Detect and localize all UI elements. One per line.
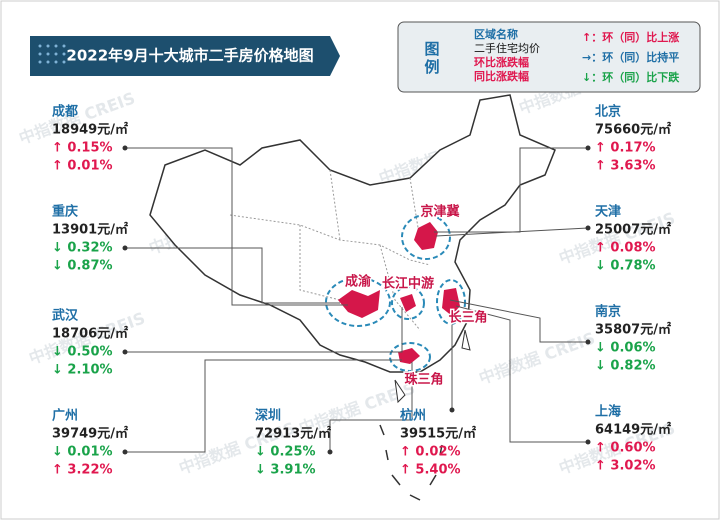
leader-dot bbox=[449, 407, 455, 413]
region-label: 长江中游 bbox=[382, 276, 434, 292]
city-yoy: ↑ 5.40% bbox=[400, 463, 461, 478]
city-yoy: ↓ 2.10% bbox=[52, 363, 113, 378]
city-block: 重庆 13901元/㎡ ↓ 0.32% ↓ 0.87% bbox=[52, 204, 128, 274]
city-clusters bbox=[338, 222, 460, 364]
city-yoy: ↑ 3.22% bbox=[52, 463, 113, 478]
city-name: 北京 bbox=[595, 104, 621, 120]
leader-dot bbox=[122, 449, 128, 455]
city-price: 25007元/㎡ bbox=[595, 222, 671, 238]
city-block: 深圳 72913元/㎡ ↓ 0.25% ↓ 3.91% bbox=[255, 408, 333, 478]
legend-title-char: 例 bbox=[424, 58, 439, 76]
legend-title-char: 图 bbox=[424, 40, 439, 58]
city-name: 南京 bbox=[595, 304, 621, 320]
region-label: 成渝 bbox=[345, 274, 372, 290]
south-sea-dashes bbox=[379, 424, 443, 501]
title: 2022年9月十大城市二手房价格地图 bbox=[66, 47, 313, 65]
city-block: 北京 75660元/㎡ ↑ 0.17% ↑ 3.63% bbox=[585, 104, 671, 174]
city-mom: ↑ 0.60% bbox=[595, 441, 656, 456]
region-label: 京津冀 bbox=[420, 204, 459, 220]
city-block: 杭州 39515元/㎡ ↑ 0.02% ↑ 5.40% bbox=[400, 407, 476, 478]
leader-dot bbox=[585, 439, 591, 445]
legend-arrow: →：环（同）比持平 bbox=[582, 50, 679, 64]
city-block: 成都 18949元/㎡ ↑ 0.15% ↑ 0.01% bbox=[52, 104, 128, 174]
city-block: 广州 39749元/㎡ ↓ 0.01% ↑ 3.22% bbox=[52, 408, 128, 478]
legend-item: 二手住宅均价 bbox=[474, 41, 540, 55]
city-blocks: 成都 18949元/㎡ ↑ 0.15% ↑ 0.01% 重庆 13901元/㎡ ↓ 0.32… bbox=[52, 104, 671, 478]
region-label: 长三角 bbox=[448, 310, 487, 326]
leader-dot bbox=[327, 449, 333, 455]
china-outline bbox=[149, 94, 556, 373]
city-price: 72913元/㎡ bbox=[255, 426, 331, 442]
islands bbox=[394, 329, 471, 404]
legend-title: 图例 bbox=[424, 40, 439, 76]
city-mom: ↑ 0.15% bbox=[52, 141, 113, 156]
city-mom: ↑ 0.17% bbox=[595, 141, 656, 156]
city-mom: ↓ 0.50% bbox=[52, 345, 113, 360]
legend-arrow: ↑：环（同）比上涨 bbox=[582, 30, 679, 44]
city-name: 天津 bbox=[595, 204, 621, 220]
city-name: 深圳 bbox=[255, 408, 281, 424]
region-label: 珠三角 bbox=[404, 372, 443, 388]
region-circles bbox=[325, 214, 466, 372]
legend-item: 环比涨跌幅 bbox=[474, 55, 529, 69]
city-yoy: ↓ 3.91% bbox=[255, 463, 316, 478]
city-name: 杭州 bbox=[400, 408, 426, 424]
city-mom: ↓ 0.32% bbox=[52, 241, 113, 256]
leader-dot bbox=[585, 225, 591, 231]
city-mom: ↑ 0.02% bbox=[400, 445, 461, 460]
city-yoy: ↓ 0.78% bbox=[595, 259, 656, 274]
city-block: 南京 35807元/㎡ ↓ 0.06% ↓ 0.82% bbox=[585, 304, 671, 374]
city-block: 武汉 18706元/㎡ ↓ 0.50% ↓ 2.10% bbox=[52, 308, 128, 378]
watermark: 中指数据 CREIS bbox=[476, 328, 597, 388]
province-borders bbox=[229, 169, 431, 331]
leader-dot bbox=[122, 245, 128, 251]
city-price: 64149元/㎡ bbox=[595, 422, 671, 438]
legend-arrow: ↓：环（同）比下跌 bbox=[582, 70, 680, 84]
city-price: 35807元/㎡ bbox=[595, 322, 671, 338]
city-name: 成都 bbox=[52, 104, 78, 120]
city-price: 75660元/㎡ bbox=[595, 122, 671, 138]
banner-dots bbox=[38, 44, 66, 64]
leader-dot bbox=[122, 145, 128, 151]
city-name: 上海 bbox=[595, 404, 621, 420]
city-price: 39515元/㎡ bbox=[400, 426, 476, 442]
city-price: 39749元/㎡ bbox=[52, 426, 128, 442]
city-yoy: ↓ 0.82% bbox=[595, 359, 656, 374]
leader-dot bbox=[585, 339, 591, 345]
city-name: 广州 bbox=[52, 408, 78, 424]
city-block: 上海 64149元/㎡ ↑ 0.60% ↑ 3.02% bbox=[585, 404, 671, 474]
city-price: 18706元/㎡ bbox=[52, 326, 128, 342]
city-yoy: ↓ 0.87% bbox=[52, 259, 113, 274]
city-mom: ↑ 0.08% bbox=[595, 241, 656, 256]
city-name: 武汉 bbox=[52, 308, 79, 324]
city-mom: ↓ 0.06% bbox=[595, 341, 656, 356]
city-price: 18949元/㎡ bbox=[52, 122, 128, 138]
city-yoy: ↑ 3.63% bbox=[595, 159, 656, 174]
city-price: 13901元/㎡ bbox=[52, 222, 128, 238]
leader-dot bbox=[585, 145, 591, 151]
city-mom: ↓ 0.25% bbox=[255, 445, 316, 460]
legend-item: 同比涨跌幅 bbox=[474, 69, 529, 83]
city-block: 天津 25007元/㎡ ↑ 0.08% ↓ 0.78% bbox=[585, 204, 671, 274]
title-banner bbox=[30, 36, 340, 76]
legend-item: 区域名称 bbox=[474, 27, 518, 41]
legend-box bbox=[397, 21, 701, 93]
leader-dot bbox=[122, 349, 128, 355]
city-yoy: ↑ 3.02% bbox=[595, 459, 656, 474]
city-mom: ↓ 0.01% bbox=[52, 445, 113, 460]
leader-lines bbox=[125, 147, 589, 453]
city-name: 重庆 bbox=[52, 204, 78, 220]
city-yoy: ↑ 0.01% bbox=[52, 159, 113, 174]
